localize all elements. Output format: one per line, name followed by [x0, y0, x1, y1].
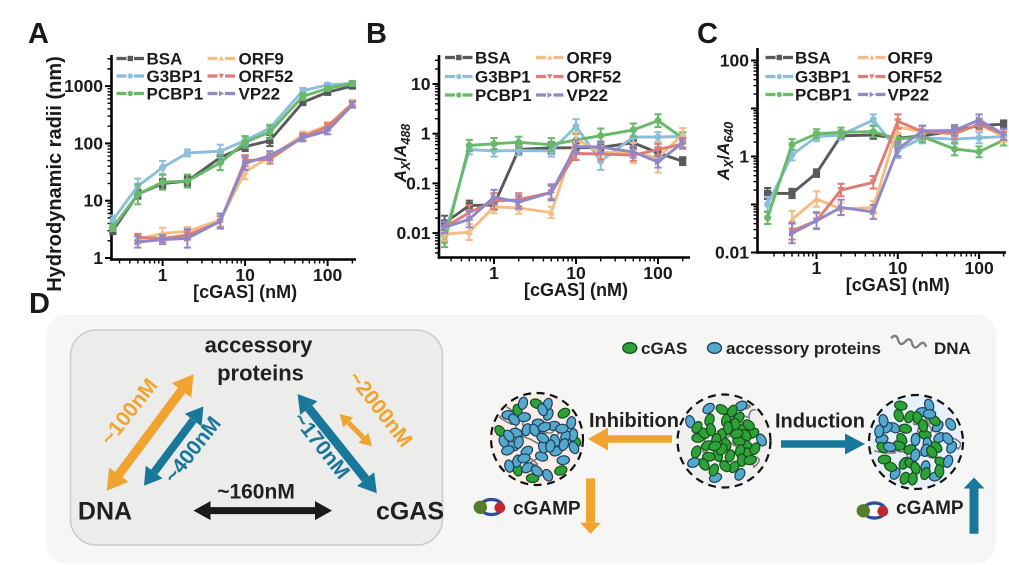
svg-text:accessory proteins: accessory proteins [726, 339, 881, 358]
svg-text:[cGAS] (nM): [cGAS] (nM) [524, 280, 628, 300]
svg-text:~160nM: ~160nM [217, 481, 295, 504]
svg-text:100: 100 [313, 265, 342, 285]
svg-text:100: 100 [720, 51, 749, 71]
svg-text:[cGAS] (nM): [cGAS] (nM) [193, 282, 297, 302]
svg-text:cGAMP: cGAMP [896, 498, 964, 519]
svg-text:0.01: 0.01 [396, 223, 430, 243]
svg-text:1: 1 [812, 258, 822, 278]
svg-text:10: 10 [566, 263, 586, 283]
svg-text:ORF9: ORF9 [567, 49, 612, 68]
svg-text:1: 1 [93, 248, 103, 268]
svg-text:VP22: VP22 [888, 86, 930, 105]
svg-text:Induction: Induction [775, 411, 865, 433]
svg-text:BSA: BSA [147, 50, 183, 69]
svg-text:accessory: accessory [205, 333, 313, 358]
svg-text:0.1: 0.1 [406, 173, 431, 193]
svg-text:cGAS: cGAS [376, 498, 444, 526]
svg-text:G3BP1: G3BP1 [795, 68, 851, 87]
svg-text:100: 100 [643, 263, 672, 283]
svg-text:cGAMP: cGAMP [513, 499, 581, 520]
svg-text:AX/A488: AX/A488 [391, 124, 413, 184]
svg-text:G3BP1: G3BP1 [475, 68, 531, 87]
svg-text:1000: 1000 [64, 76, 103, 96]
svg-text:10: 10 [235, 265, 255, 285]
svg-text:1: 1 [421, 124, 431, 144]
svg-text:1: 1 [489, 263, 499, 283]
svg-text:proteins: proteins [217, 361, 304, 386]
svg-text:G3BP1: G3BP1 [147, 67, 203, 86]
svg-text:0.01: 0.01 [715, 243, 749, 263]
svg-text:Inhibition: Inhibition [589, 410, 679, 432]
svg-text:C: C [697, 18, 718, 50]
svg-text:AX/A640: AX/A640 [714, 122, 736, 182]
svg-text:10: 10 [888, 258, 908, 278]
svg-text:ORF9: ORF9 [239, 50, 284, 69]
svg-text:VP22: VP22 [239, 85, 281, 104]
svg-text:VP22: VP22 [567, 86, 609, 105]
svg-text:A: A [28, 18, 49, 50]
svg-text:[cGAS] (nM): [cGAS] (nM) [846, 275, 950, 295]
svg-text:cGAS: cGAS [641, 339, 687, 358]
svg-text:10: 10 [411, 74, 431, 94]
svg-text:B: B [366, 18, 387, 50]
svg-text:10: 10 [84, 191, 104, 211]
svg-text:D: D [29, 288, 50, 320]
svg-text:ORF52: ORF52 [239, 67, 294, 86]
svg-text:1: 1 [739, 147, 749, 167]
svg-text:ORF9: ORF9 [888, 49, 933, 68]
svg-text:PCBP1: PCBP1 [795, 86, 852, 105]
svg-text:DNA: DNA [78, 498, 132, 526]
svg-text:PCBP1: PCBP1 [475, 86, 532, 105]
svg-text:BSA: BSA [475, 49, 511, 68]
svg-text:DNA: DNA [934, 339, 971, 358]
svg-text:ORF52: ORF52 [567, 68, 622, 87]
svg-text:100: 100 [964, 258, 993, 278]
svg-text:100: 100 [74, 133, 103, 153]
svg-text:ORF52: ORF52 [888, 68, 943, 87]
svg-text:Hydrodynamic radii (nm): Hydrodynamic radii (nm) [44, 56, 66, 292]
svg-text:1: 1 [158, 265, 168, 285]
svg-text:BSA: BSA [795, 49, 831, 68]
svg-text:PCBP1: PCBP1 [147, 85, 204, 104]
